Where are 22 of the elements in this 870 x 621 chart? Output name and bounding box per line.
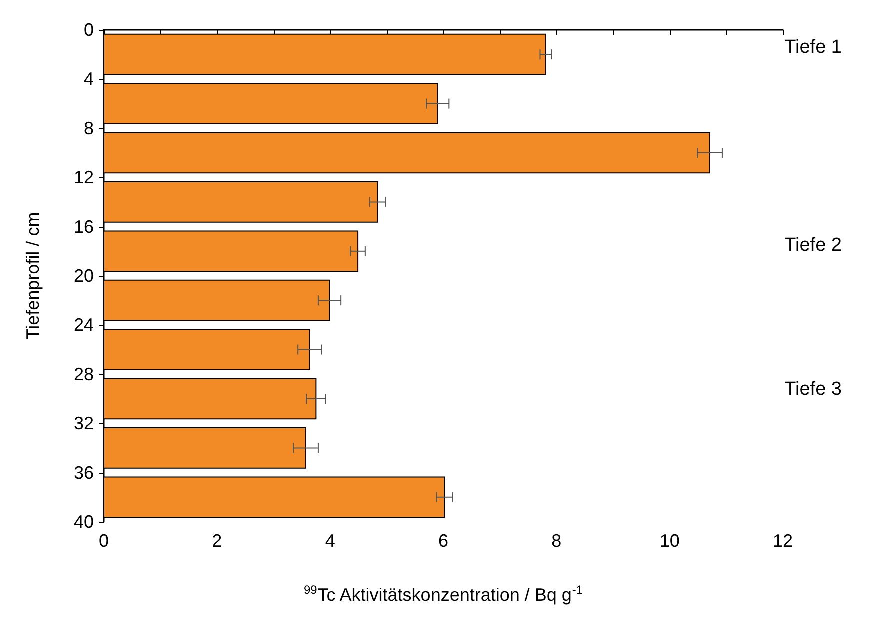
y-tick-label: 40 [74, 512, 94, 532]
text: Tiefe 3 [784, 379, 842, 400]
y-tick-label: 20 [74, 266, 94, 286]
text: Tiefe 1 [784, 37, 842, 58]
y-tick-label: 0 [84, 20, 94, 40]
y-tick-label: 28 [74, 364, 94, 384]
x-tick-label: 12 [772, 531, 794, 551]
text: Tiefe 2 [784, 235, 842, 256]
x-tick-label: 0 [98, 531, 110, 551]
y-tick-label: 16 [74, 216, 94, 237]
x-tick-label: 8 [552, 531, 562, 551]
y-tick-label: 12 [74, 168, 94, 188]
y-tick-label: 36 [74, 462, 94, 483]
x-tick-label: 10 [660, 531, 680, 551]
y-tick-label: 4 [84, 69, 94, 90]
x-tick-label: 6 [438, 531, 449, 551]
y-axis-title: Tiefenprofil / cm [23, 212, 43, 340]
y-tick-label: 32 [74, 414, 94, 434]
y-tick-label: 24 [74, 315, 94, 336]
x-tick-label: 4 [325, 531, 336, 551]
y-tick-label: 8 [84, 118, 94, 138]
x-tick-label: 2 [212, 531, 222, 551]
